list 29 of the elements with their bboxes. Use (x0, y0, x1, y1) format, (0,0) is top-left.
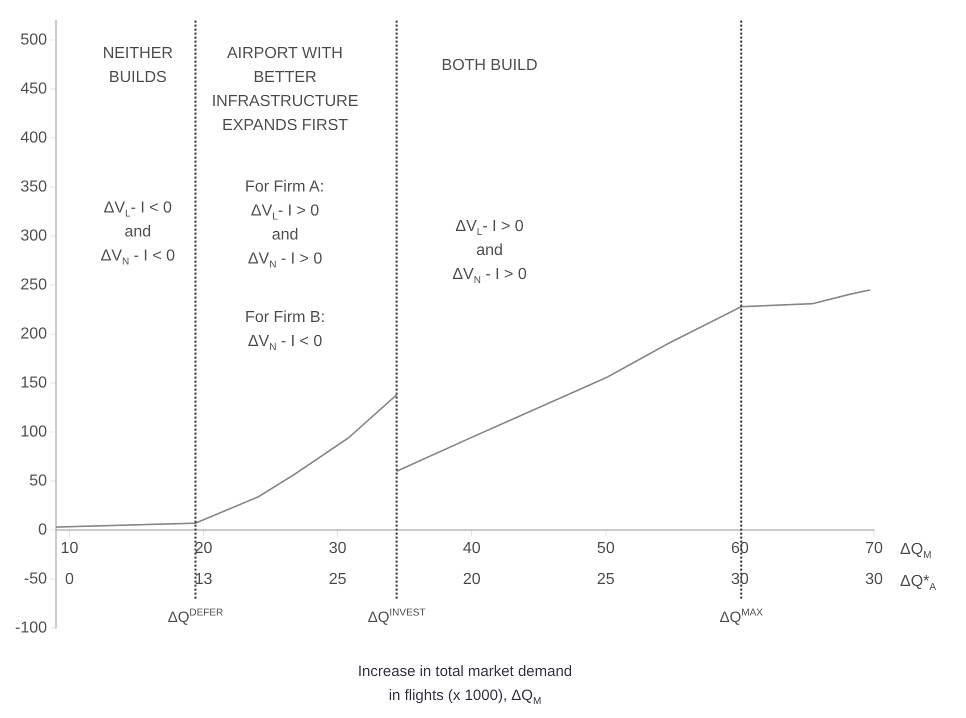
annotation: 30 (731, 571, 749, 588)
y-tick-label: 0 (38, 521, 48, 538)
x-tick-label: 50 (596, 540, 615, 558)
annotation: 20 (462, 571, 481, 588)
y-tick-label: 200 (20, 326, 48, 343)
y-tick-label: 500 (20, 32, 48, 49)
y-tick-label: -100 (14, 619, 48, 636)
y-tick-label: 50 (29, 472, 48, 490)
y-tick-label: 350 (20, 178, 48, 196)
annotation: AIRPORT WITH BETTER INFRASTRUCTURE EXPANDS FIRST (212, 44, 358, 134)
y-tick-label: 150 (20, 374, 48, 392)
y-tick-label: -50 (24, 570, 48, 588)
annotation: 30 (865, 571, 883, 588)
x-tick-label: 20 (194, 540, 213, 558)
x-tick-label: 70 (865, 540, 883, 558)
annotation: BOTH BUILD (442, 57, 538, 74)
y-tick-label: 450 (20, 80, 48, 98)
annotation: NEITHER BUILDS (102, 44, 173, 86)
x-tick-label: 40 (462, 540, 481, 558)
y-tick-label: 400 (20, 130, 48, 147)
annotation: 25 (596, 571, 615, 588)
y-tick-label: 250 (20, 276, 48, 294)
annotation: 13 (194, 571, 213, 588)
annotation: 0 (64, 571, 74, 588)
x-tick-label: 10 (60, 540, 78, 558)
x-tick-label: 30 (328, 540, 347, 558)
annotation: 25 (328, 571, 347, 588)
y-tick-label: 300 (20, 228, 48, 245)
y-tick-label: 100 (20, 423, 48, 440)
